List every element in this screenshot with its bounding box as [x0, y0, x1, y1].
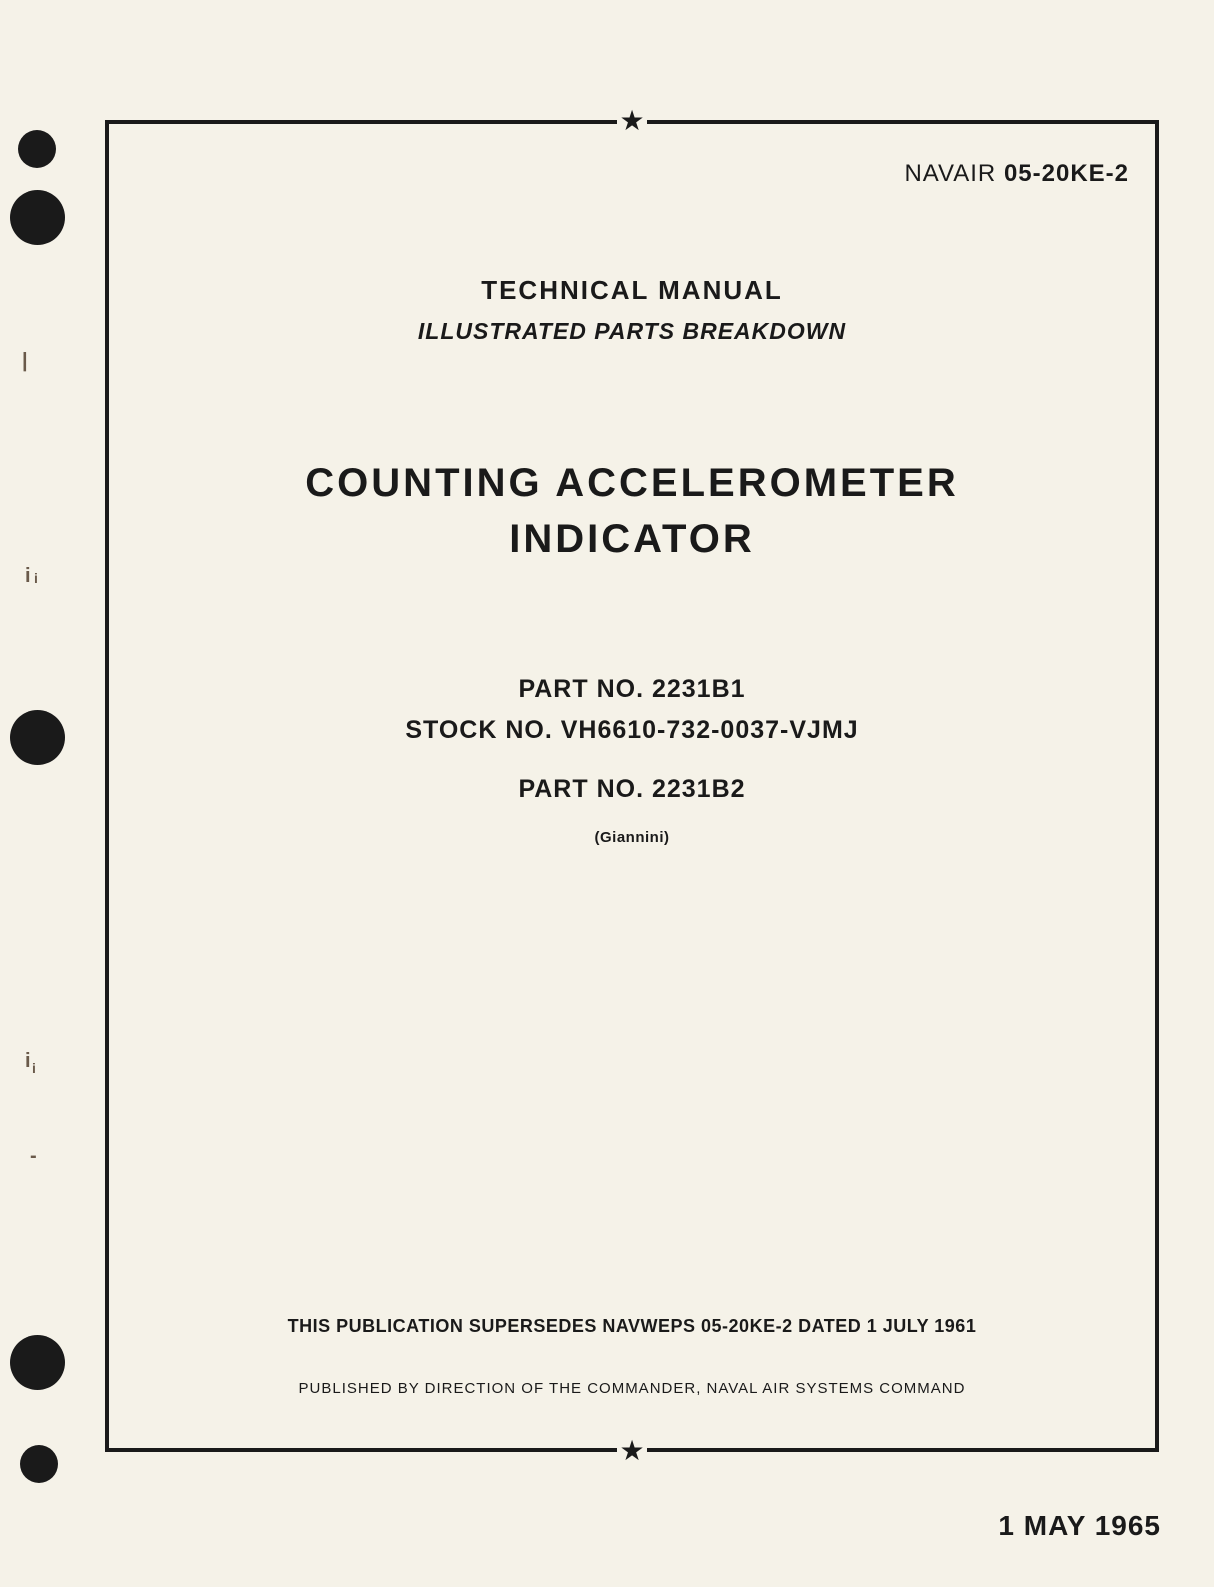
manual-type-heading: TECHNICAL MANUAL	[105, 275, 1159, 306]
doc-ref-prefix: NAVAIR	[904, 160, 996, 187]
doc-ref-number: 05-20KE-2	[1004, 160, 1129, 187]
supersedes-notice: THIS PUBLICATION SUPERSEDES NAVWEPS 05-2…	[105, 1316, 1159, 1337]
title-line-2: INDICATOR	[105, 511, 1159, 567]
part-number-1: PART NO. 2231B1	[105, 675, 1159, 704]
punch-hole-icon	[20, 1445, 58, 1483]
star-bottom-icon: ★	[619, 1437, 644, 1465]
stock-number: STOCK NO. VH6610-732-0037-VJMJ	[105, 716, 1159, 745]
margin-mark-icon: -	[30, 1145, 37, 1168]
margin-mark-icon: |	[22, 350, 28, 373]
margin-mark-icon: i	[32, 1060, 36, 1076]
star-top-icon: ★	[619, 107, 644, 135]
title-line-1: COUNTING ACCELEROMETER	[105, 455, 1159, 511]
margin-mark-icon: i	[25, 1050, 31, 1073]
part-number-2: PART NO. 2231B2	[105, 775, 1159, 804]
part-numbers-section: PART NO. 2231B1 STOCK NO. VH6610-732-003…	[105, 675, 1159, 846]
document-title: COUNTING ACCELEROMETER INDICATOR	[105, 455, 1159, 567]
document-page: | i i i i - ★ ★ NAVAIR 05-20KE-2 TECHNIC…	[0, 0, 1214, 1587]
punch-hole-icon	[10, 190, 65, 245]
manufacturer-name: (Giannini)	[105, 829, 1159, 846]
margin-mark-icon: i	[25, 565, 31, 588]
publisher-line: PUBLISHED BY DIRECTION OF THE COMMANDER,…	[105, 1380, 1159, 1397]
punch-hole-icon	[18, 130, 56, 168]
punch-hole-icon	[10, 710, 65, 765]
document-reference: NAVAIR 05-20KE-2	[904, 160, 1129, 188]
publication-date: 1 MAY 1965	[998, 1510, 1161, 1542]
manual-subtype-heading: ILLUSTRATED PARTS BREAKDOWN	[105, 318, 1159, 345]
punch-hole-icon	[10, 1335, 65, 1390]
margin-mark-icon: i	[34, 570, 38, 586]
